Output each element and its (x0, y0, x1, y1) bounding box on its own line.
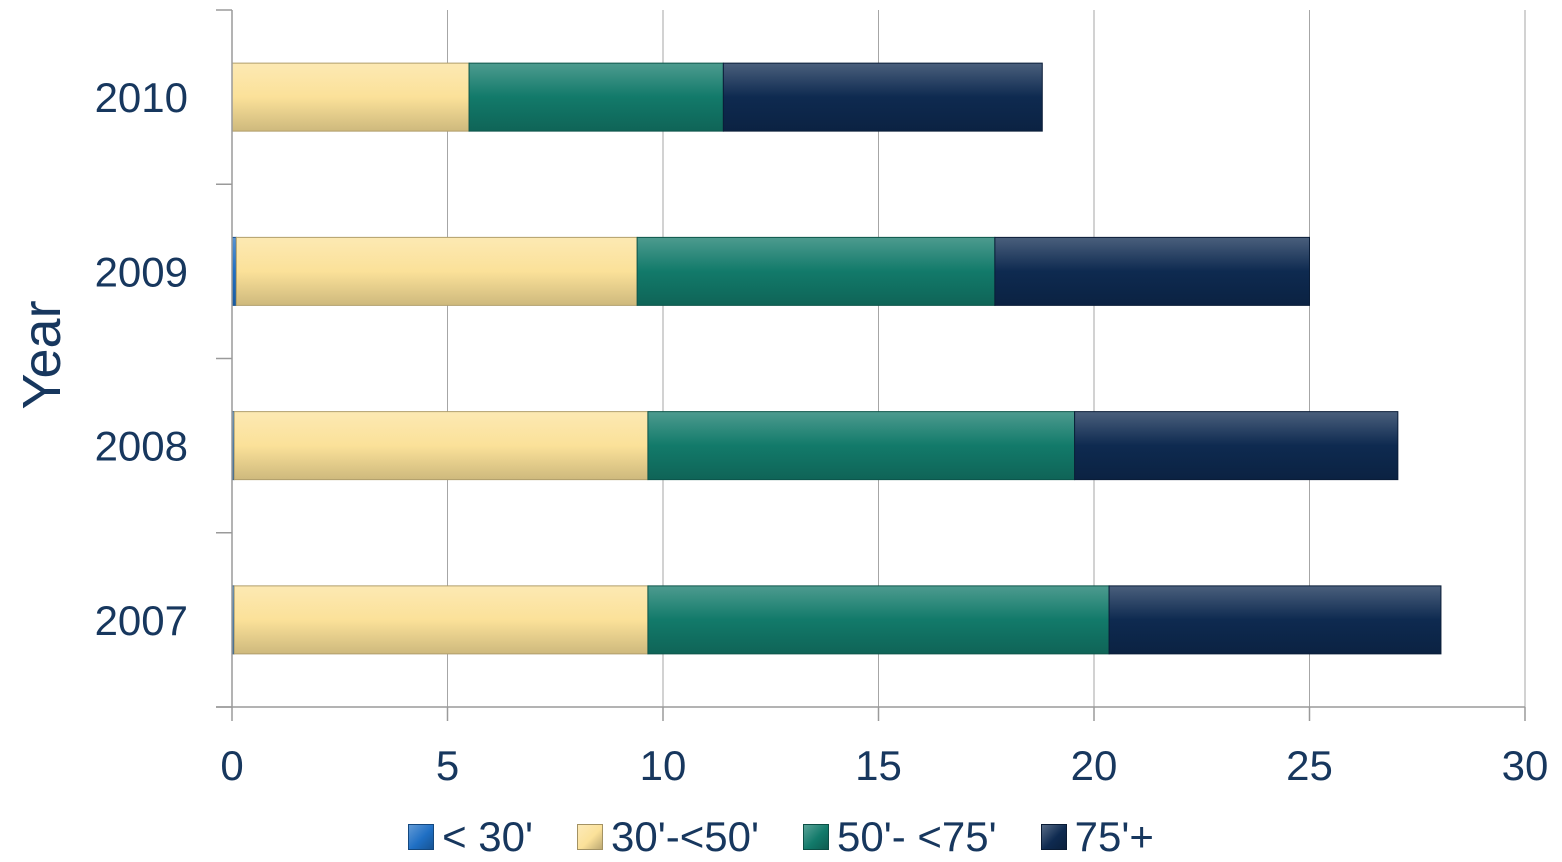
bar-segment (722, 62, 1043, 132)
stacked-bar-chart: 0 5 10 15 20 25 30 2007 2008 2009 2010 Year (12, 9, 1548, 789)
legend-item: 75'+ (1040, 813, 1154, 861)
bar-segment (994, 236, 1310, 306)
x-tick-label: 20 (1071, 742, 1118, 789)
x-tick-label: 5 (436, 742, 459, 789)
x-tick-label: 0 (220, 742, 243, 789)
bars (231, 62, 1442, 655)
axes (216, 9, 1526, 721)
x-tick-label: 30 (1502, 742, 1549, 789)
legend-label: 75'+ (1074, 813, 1154, 860)
bar-segment (1074, 411, 1399, 481)
y-tick-label: 2009 (95, 248, 188, 295)
y-tick-label: 2008 (95, 423, 188, 470)
bar-segment (235, 236, 638, 306)
y-tick-labels: 2007 2008 2009 2010 (95, 74, 188, 644)
legend: < 30' 30'-<50' 50'- <75' 75'+ (0, 812, 1562, 862)
x-tick-label: 25 (1286, 742, 1333, 789)
legend-item: 30'-<50' (577, 813, 759, 861)
legend-label: 50'- <75' (837, 813, 997, 860)
legend-swatch (408, 824, 435, 850)
x-tick-labels: 0 5 10 15 20 25 30 (220, 742, 1548, 789)
bar-segment (231, 62, 470, 132)
bar-segment (233, 411, 649, 481)
bar-segment (1108, 585, 1442, 655)
legend-item: 50'- <75' (803, 813, 997, 861)
legend-label: < 30' (442, 813, 534, 860)
bar-segment (647, 585, 1110, 655)
y-axis-title: Year (12, 300, 72, 409)
legend-swatch (577, 824, 604, 850)
y-tick-label: 2007 (95, 597, 188, 644)
x-tick-label: 10 (640, 742, 687, 789)
x-tick-label: 15 (855, 742, 902, 789)
legend-item: < 30' (408, 813, 533, 861)
bar-segment (233, 585, 649, 655)
legend-swatch (803, 824, 829, 850)
bar-segment (468, 62, 724, 132)
y-tick-label: 2010 (95, 74, 188, 121)
legend-swatch (1040, 824, 1067, 850)
bar-segment (647, 411, 1076, 481)
legend-label: 30'-<50' (611, 813, 759, 860)
bar-segment (636, 236, 996, 306)
